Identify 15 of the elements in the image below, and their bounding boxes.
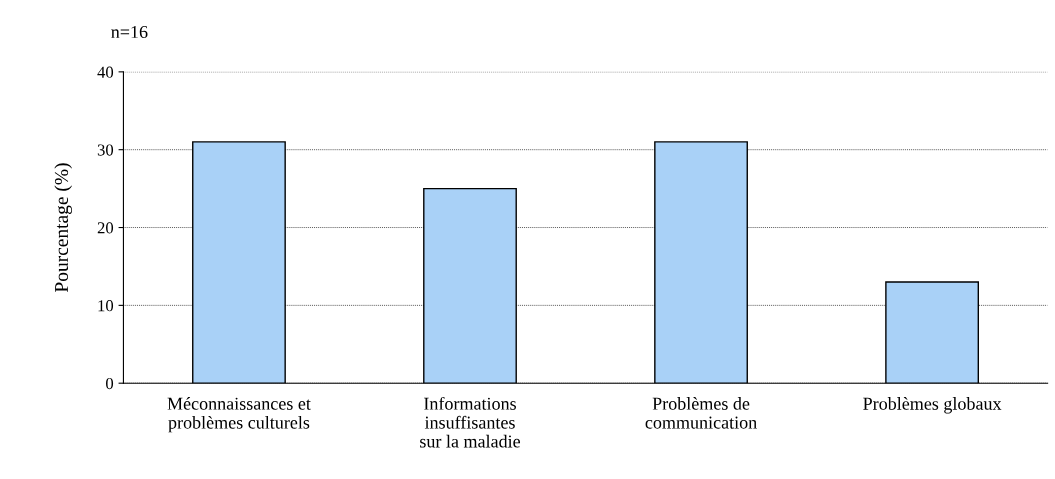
bar	[423, 187, 517, 384]
bar	[192, 141, 286, 384]
text: n=16	[111, 25, 148, 39]
bar	[885, 281, 979, 384]
x-tick-label: Problèmes de communication	[645, 397, 757, 429]
y-tick-label: 0	[106, 377, 114, 390]
bar	[654, 141, 748, 384]
y-tick-label: 40	[97, 66, 114, 78]
y-tick-label: 20	[97, 222, 114, 234]
y-axis-title: Pourcentage (%)	[54, 163, 73, 293]
y-tick-label: 10	[98, 300, 114, 312]
x-tick-label: Informations insuffisantes sur la maladie	[420, 396, 521, 448]
y-tick-label: 30	[97, 144, 114, 156]
x-tick-label: Problèmes globaux	[863, 397, 1002, 414]
x-tick-label: Méconnaissances et problèmes culturels	[167, 397, 311, 433]
